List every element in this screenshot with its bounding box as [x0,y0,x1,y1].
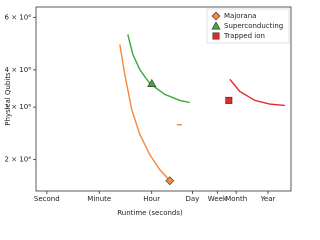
y-tick-label: 4 × 10⁶ [5,66,32,74]
x-tick-label: Week [208,195,228,203]
chart: Runtime (seconds) Physical Qubits Second… [4,6,292,217]
marker [165,176,175,186]
marker [225,96,233,104]
y-tick-label: 3 × 10⁶ [5,103,32,111]
legend-label: Superconducting [224,22,283,30]
x-tick-label: Hour [143,195,160,203]
x-axis-label: Runtime (seconds) [117,209,183,217]
y-tick-label: 2 × 10⁶ [5,156,32,164]
series-line [229,78,285,107]
series-line [127,34,190,104]
legend-label: Majorana [224,12,256,20]
series-line [119,44,182,179]
x-tick-label: Minute [87,195,111,203]
marker [211,21,221,30]
y-axis-label: Physical Qubits [4,72,12,126]
x-tick-label: Second [34,195,60,203]
plot-frame [35,6,292,192]
x-tick-label: Month [225,195,247,203]
x-tick-label: Year [260,195,276,203]
marker [212,32,220,40]
y-tick-label: 6 × 10⁶ [5,13,32,21]
marker [147,78,157,88]
legend-label: Trapped ion [223,32,265,40]
legend-box [206,8,290,44]
x-tick-label: Day [186,195,200,203]
marker [211,11,221,21]
